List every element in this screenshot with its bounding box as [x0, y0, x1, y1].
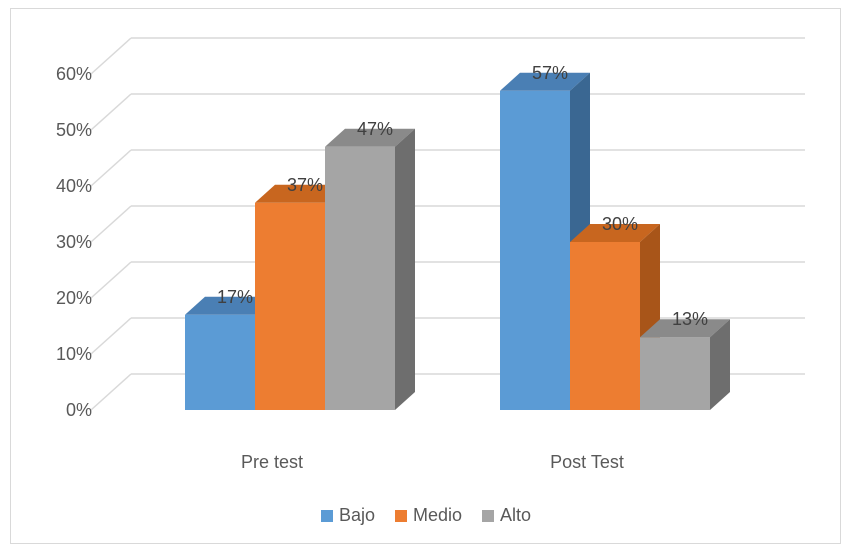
x-category-label: Pre test	[241, 452, 303, 472]
gridline-depth	[90, 373, 132, 411]
bar-top-face	[255, 184, 345, 203]
gridline-depth	[90, 149, 132, 187]
x-category-label: Post Test	[550, 452, 624, 472]
bar-medio-pre	[255, 202, 325, 410]
y-tick-label: 10%	[56, 344, 92, 364]
legend-label-medio: Medio	[412, 505, 463, 525]
legend-item-bajo: Bajo	[320, 505, 375, 526]
data-label: 57%	[532, 63, 568, 83]
data-label: 30%	[602, 214, 638, 234]
y-tick-label: 30%	[56, 232, 92, 252]
legend-label-bajo: Bajo	[338, 505, 375, 525]
bar-side-face	[395, 128, 415, 411]
data-label: 13%	[672, 309, 708, 329]
legend-item-medio: Medio	[394, 505, 463, 526]
legend-swatch-alto	[482, 509, 495, 522]
bar-top-face	[640, 319, 730, 338]
bar-top-face	[570, 224, 660, 242]
data-label: 37%	[287, 175, 323, 195]
y-tick-label: 0%	[66, 400, 92, 420]
data-label: 17%	[217, 287, 253, 307]
legend-label-alto: Alto	[500, 505, 532, 525]
legend-swatch-bajo	[320, 509, 333, 522]
bar-side-face	[710, 319, 730, 410]
bar-alto-pre	[325, 146, 395, 411]
legend-item-alto: Alto	[482, 505, 531, 526]
chart-area	[10, 8, 841, 544]
bar-medio-post	[570, 242, 640, 410]
y-tick-label: 20%	[56, 288, 92, 308]
data-label: 47%	[357, 119, 393, 139]
y-tick-label: 60%	[56, 64, 92, 84]
bar-top-face	[325, 128, 415, 147]
gridline-depth	[90, 261, 132, 299]
bar-bajo-post	[500, 90, 570, 411]
legend-swatch-medio	[394, 509, 407, 522]
gridline-depth	[90, 37, 132, 75]
bar-bajo-pre	[185, 314, 255, 410]
y-tick-label: 40%	[56, 176, 92, 196]
legend: Bajo Medio Alto	[0, 505, 852, 526]
gridline-depth	[90, 317, 132, 355]
y-tick-label: 50%	[56, 120, 92, 140]
bar-top-face	[185, 296, 275, 315]
bar-alto-post	[640, 337, 710, 410]
gridline-depth	[90, 205, 132, 243]
bar-top-face	[500, 72, 590, 91]
gridline-depth	[90, 93, 132, 131]
